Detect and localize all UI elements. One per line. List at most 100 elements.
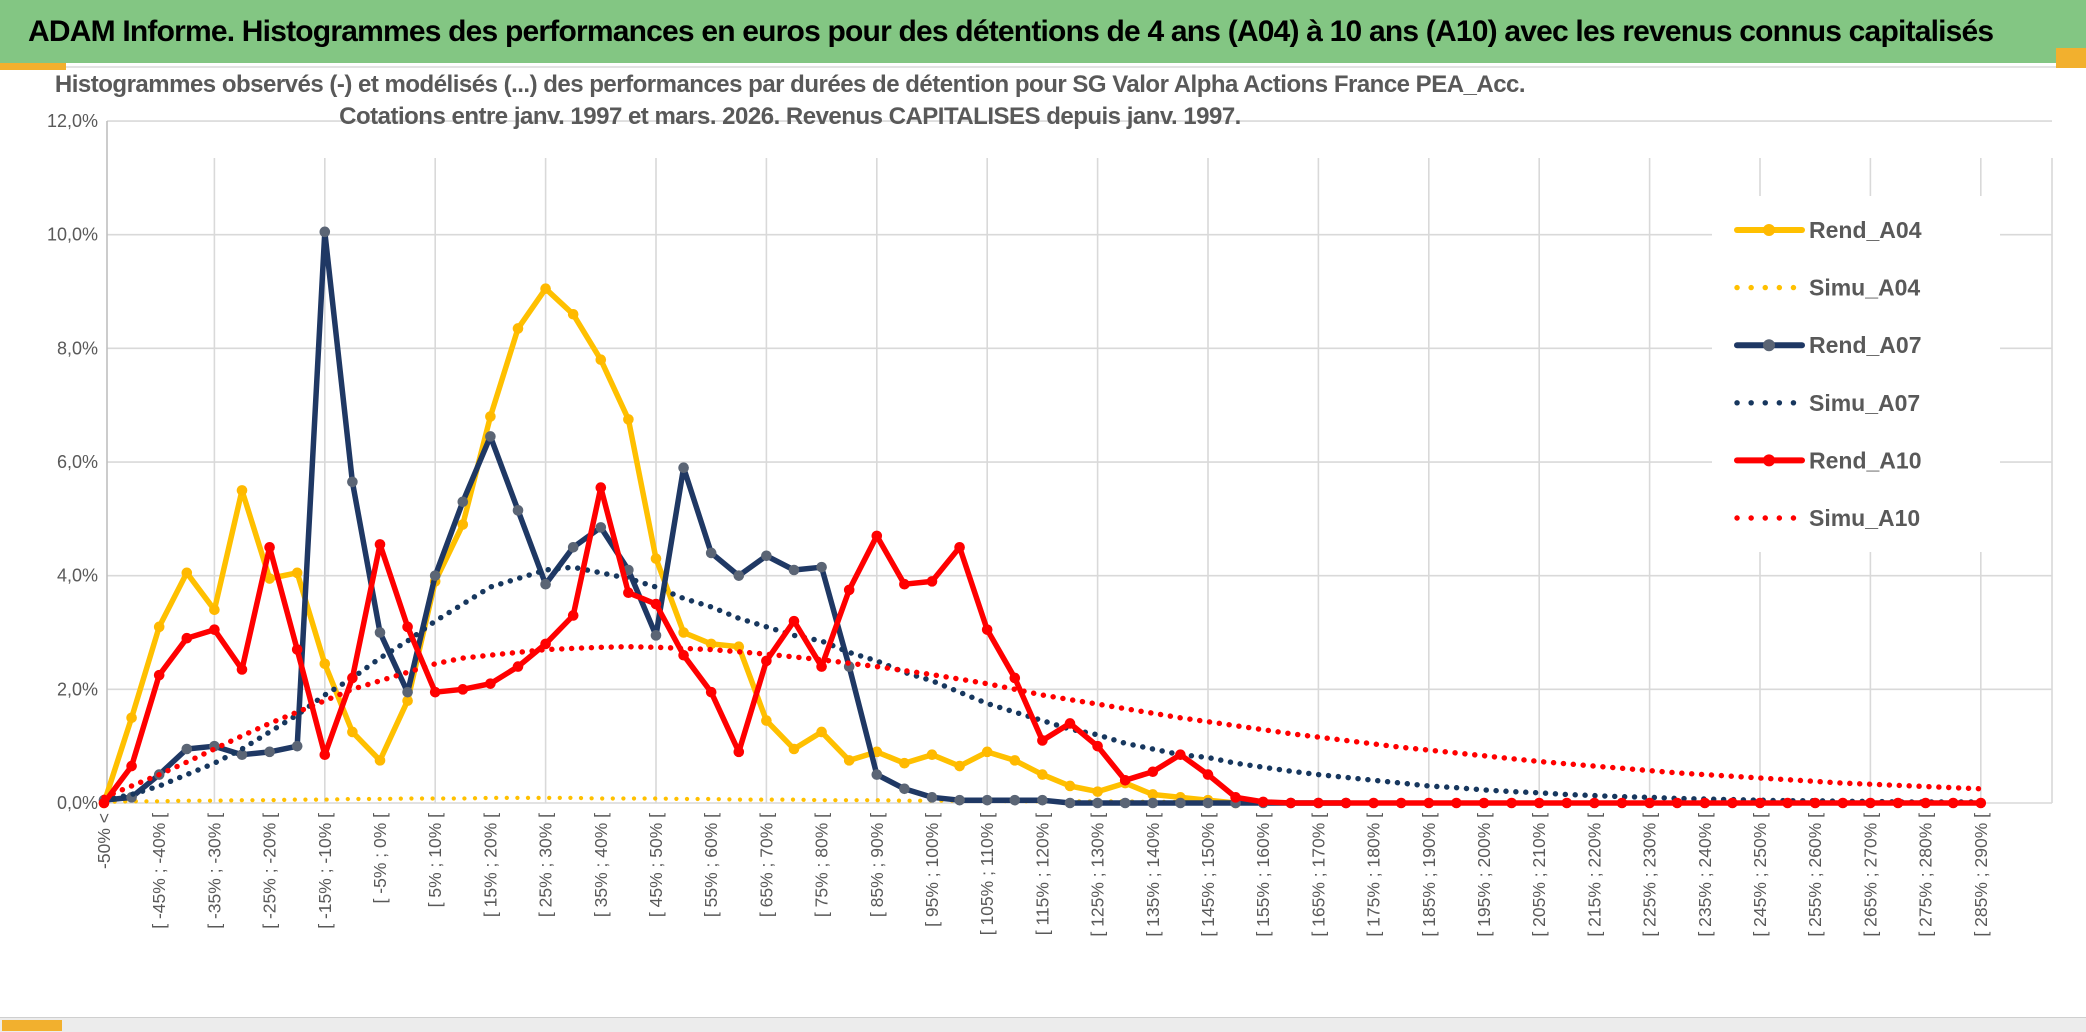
x-tick-label: [ 45% ; 50% [: [646, 813, 666, 917]
x-tick-label: [ 5% ; 10% [: [425, 813, 445, 907]
data-point: [1313, 797, 1324, 809]
data-point: [126, 712, 137, 724]
data-point: [181, 632, 193, 644]
data-point: [1395, 797, 1407, 809]
x-tick-label: [ 175% ; 180% [: [1364, 813, 1384, 937]
x-tick-label: [ 25% ; 30% [: [536, 813, 556, 917]
data-point: [1009, 672, 1021, 684]
x-axis-labels: -50% < [ -45% ; -40% [[ -35% ; -30% [[ -2…: [94, 813, 1991, 937]
data-point: [347, 726, 358, 738]
x-tick-label: [ 135% ; 140% [: [1143, 813, 1163, 937]
legend-label: Simu_A07: [1809, 390, 1920, 416]
legend-item-Simu_A10[interactable]: Simu_A10: [1734, 505, 1920, 531]
chart-title-line1: Histogrammes observés (-) et modélisés (…: [55, 71, 1525, 98]
x-tick-label: [ 105% ; 110% [: [977, 813, 997, 935]
x-tick-label: [ 165% ; 170% [: [1308, 813, 1328, 937]
data-point: [402, 686, 413, 698]
chart-area: 0,0% 2,0% 4,0% 6,0% 8,0% 10,0% 12,0% -50% < [ -4…: [0, 70, 2086, 1015]
data-point: [209, 624, 220, 635]
data-point: [567, 610, 579, 621]
x-tick-label: [ 125% ; 130% [: [1088, 813, 1108, 937]
data-point: [540, 283, 551, 294]
data-point: [485, 431, 496, 442]
x-tick-label: [ 235% ; 240% [: [1695, 813, 1715, 937]
x-tick-label: [ -35% ; -30% [: [204, 813, 224, 929]
header-hairline: [0, 66, 2086, 68]
data-point: [1368, 797, 1379, 809]
x-tick-label: [ 35% ; 40% [: [591, 813, 611, 917]
data-point: [1782, 797, 1793, 809]
data-point: [1837, 797, 1849, 809]
x-tick-label: [ 285% ; 290% [: [1971, 813, 1991, 937]
data-point: [485, 411, 496, 422]
data-point: [264, 746, 275, 758]
data-point: [926, 749, 938, 760]
data-point: [319, 749, 331, 760]
x-tick-label: [ 85% ; 90% [: [867, 813, 887, 917]
data-point: [1616, 797, 1628, 809]
data-point: [871, 530, 883, 542]
data-point: [650, 630, 662, 641]
data-point: [457, 684, 469, 695]
data-point: [374, 539, 386, 550]
data-point: [733, 641, 745, 653]
data-point: [1533, 797, 1545, 809]
data-point: [1009, 794, 1021, 806]
data-point: [623, 587, 634, 599]
data-point: [264, 541, 275, 553]
data-point: [319, 658, 331, 670]
data-point: [291, 567, 303, 579]
data-point: [1092, 740, 1103, 752]
x-tick-label: [ 65% ; 70% [: [756, 813, 776, 917]
data-point: [457, 519, 469, 530]
series-Simu_A07: [101, 564, 1984, 805]
data-point: [1671, 797, 1683, 809]
y-tick-label: 2,0%: [57, 679, 98, 699]
data-point: [512, 323, 524, 334]
legend-item-Simu_A04[interactable]: Simu_A04: [1734, 275, 1920, 301]
data-point: [816, 561, 827, 573]
data-point: [512, 505, 524, 516]
data-point: [650, 553, 662, 564]
data-point: [181, 567, 193, 579]
data-point: [733, 570, 745, 581]
data-point: [209, 604, 220, 616]
x-tick-label: [ 225% ; 230% [: [1640, 813, 1660, 937]
data-point: [843, 755, 855, 766]
legend-item-Rend_A04[interactable]: Rend_A04: [1734, 217, 1922, 243]
data-point: [98, 797, 110, 809]
data-point: [899, 578, 910, 590]
legend-item-Rend_A07[interactable]: Rend_A07: [1734, 332, 1921, 358]
gold-accent-left: [0, 63, 66, 72]
legend-item-Rend_A10[interactable]: Rend_A10: [1734, 447, 1921, 473]
x-tick-label: -50% <: [94, 813, 114, 869]
data-point: [236, 664, 248, 675]
data-point: [816, 661, 827, 672]
chart-title-line2: Cotations entre janv. 1997 et mars. 2026…: [339, 103, 1241, 130]
gold-accent-right-tab: [2056, 48, 2086, 68]
x-tick-label: [ 255% ; 260% [: [1805, 813, 1825, 937]
data-point: [981, 794, 993, 806]
data-point: [540, 578, 551, 590]
x-tick-label: [ 55% ; 60% [: [701, 813, 721, 917]
data-point: [485, 678, 496, 689]
data-point: [264, 573, 275, 584]
data-point: [1285, 797, 1297, 809]
legend-marker-sample: [1763, 339, 1775, 352]
legend-label: Simu_A04: [1809, 275, 1920, 301]
data-point: [705, 547, 717, 559]
data-point: [429, 570, 441, 581]
legend-label: Rend_A10: [1809, 447, 1921, 473]
y-tick-label: 10,0%: [47, 225, 98, 245]
x-tick-label: [ 95% ; 100% [: [922, 813, 942, 927]
y-tick-label: 6,0%: [57, 452, 98, 472]
data-point: [1644, 797, 1655, 809]
legend-marker-sample: [1763, 454, 1775, 467]
data-point: [733, 746, 745, 758]
legend-item-Simu_A07[interactable]: Simu_A07: [1734, 390, 1920, 416]
data-point: [1423, 797, 1435, 809]
data-point: [1506, 797, 1517, 809]
x-tick-label: [ -45% ; -40% [: [149, 813, 169, 929]
data-point: [347, 672, 358, 684]
x-tick-label: [ 245% ; 250% [: [1750, 813, 1770, 937]
